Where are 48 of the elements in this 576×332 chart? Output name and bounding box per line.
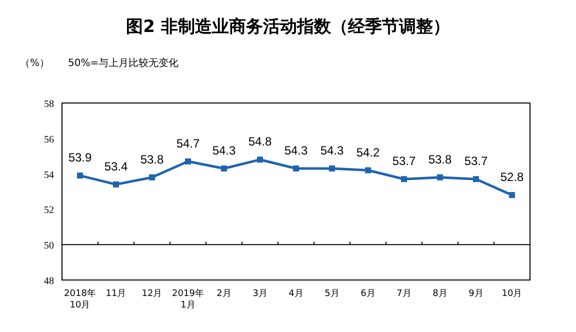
text: 50%=与上月比较无变化: [68, 57, 179, 69]
point: [77, 172, 83, 179]
data-label: 54.3: [212, 143, 236, 158]
data-label: 54.7: [176, 136, 200, 150]
y-tick-label: 48: [44, 276, 54, 287]
y-tick-label: 50: [44, 240, 54, 252]
x-tick-label: 12月: [142, 289, 162, 299]
x-tick-label: 2月: [216, 289, 232, 299]
point: [401, 176, 407, 182]
data-label: 53.7: [392, 154, 416, 168]
data-label: 54.3: [284, 143, 308, 158]
y-tick-label: 52: [44, 205, 54, 216]
y-tick-label: 54: [44, 170, 54, 181]
x-tick-label: 5月: [324, 289, 340, 299]
data-label: 53.8: [140, 152, 164, 166]
y-axis-title: （%）: [20, 58, 50, 69]
x-tick-label: 9月: [468, 289, 484, 299]
data-label: 54.3: [320, 143, 344, 158]
x-tick-label: 10月: [502, 289, 522, 299]
data-label: 53.9: [68, 150, 92, 165]
y-tick-label: 56: [44, 134, 54, 146]
point: [221, 165, 227, 172]
point: [473, 176, 479, 182]
data-label: 54.8: [248, 134, 272, 149]
point: [257, 156, 263, 163]
chart-title: 图2 非制造业商务活动指数（经季节调整）: [126, 17, 450, 37]
point: [437, 174, 443, 180]
x-tick-label: 11月: [106, 289, 126, 299]
data-label: 53.7: [464, 154, 488, 168]
point: [365, 167, 371, 174]
point: [509, 192, 515, 198]
data-label: 54.2: [356, 145, 380, 160]
data-label: 53.8: [428, 152, 452, 166]
x-tick-label: 7月: [396, 289, 412, 299]
point: [293, 165, 299, 172]
x-tick-label: 2019年 1月: [172, 288, 204, 310]
x-tick-label: 2018年 10月: [64, 288, 96, 310]
x-tick-label: 6月: [360, 289, 376, 299]
data-label: 52.8: [500, 170, 524, 184]
point: [185, 158, 191, 164]
point: [329, 165, 335, 172]
x-tick-label: 4月: [288, 289, 304, 299]
x-tick-label: 3月: [252, 289, 268, 299]
y-tick-label: 58: [44, 99, 54, 110]
point: [149, 174, 155, 180]
x-tick-label: 8月: [432, 289, 448, 299]
data-label: 53.4: [104, 159, 128, 174]
point: [113, 181, 119, 188]
